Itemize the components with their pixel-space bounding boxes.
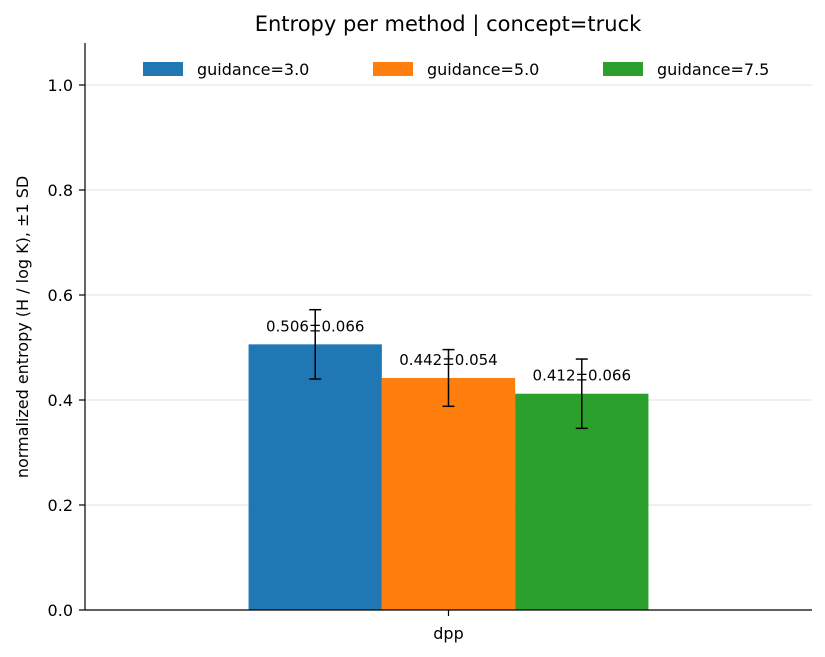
legend-swatch [373,62,413,76]
y-ticks: 0.0 0.2 0.4 0.6 0.8 1.0 [48,76,85,620]
legend-label: guidance=5.0 [427,60,539,79]
bar [515,393,649,610]
data-label: 0.506±0.066 [266,317,364,335]
data-labels: 0.506±0.066 0.442±0.054 0.412±0.066 [266,317,631,384]
bar [248,344,382,610]
y-tick-label: 0.2 [48,496,73,515]
x-ticks: dpp [433,610,464,643]
y-tick-label: 0.8 [48,181,73,200]
bar [381,377,516,610]
legend-label: guidance=3.0 [197,60,309,79]
y-tick-label: 0.6 [48,286,73,305]
y-axis-label: normalized entropy (H / log K), ±1 SD [13,176,32,478]
legend-swatch [143,62,183,76]
gridlines [85,84,812,506]
y-tick-label: 0.4 [48,391,73,410]
data-label: 0.412±0.066 [533,367,631,385]
legend-swatch [603,62,643,76]
legend-label: guidance=7.5 [657,60,769,79]
bars [248,344,649,610]
y-tick-label: 0.0 [48,601,73,620]
legend: guidance=3.0 guidance=5.0 guidance=7.5 [143,60,769,79]
error-bars [309,308,588,430]
chart-title: Entropy per method | concept=truck [255,12,642,37]
x-tick-label: dpp [433,624,463,643]
data-label: 0.442±0.054 [399,351,497,369]
y-tick-label: 1.0 [48,76,73,95]
